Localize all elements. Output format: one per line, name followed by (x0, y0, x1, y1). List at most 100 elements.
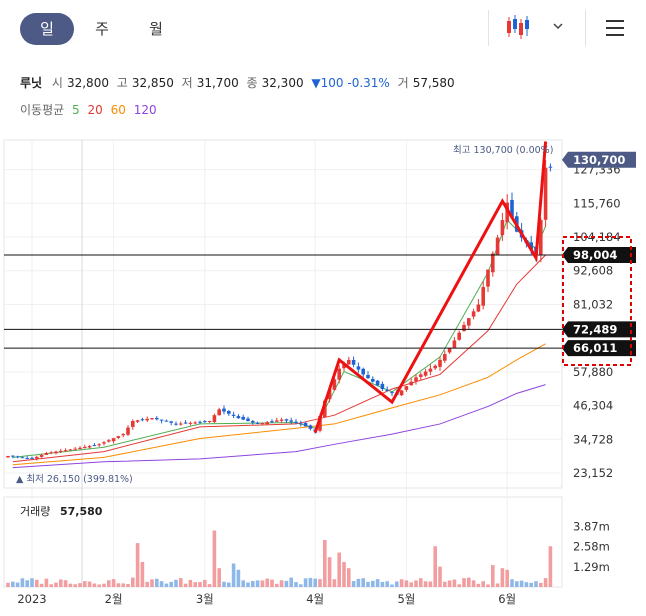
candle-body-103 (500, 220, 505, 236)
chevron-down-icon[interactable] (551, 18, 565, 32)
candle-body-8 (44, 453, 49, 455)
candle-body-97 (471, 311, 476, 317)
volume-bar-67 (327, 557, 332, 587)
volume-bar-34 (169, 581, 173, 587)
low-value: 31,700 (196, 76, 239, 90)
candle-body-37 (183, 422, 188, 424)
tab-daily[interactable]: 일 (20, 13, 74, 45)
candle-body-13 (68, 449, 73, 451)
volume-bar-53 (260, 580, 265, 587)
candle-body-99 (481, 287, 485, 306)
y-tick-label-2: 104,184 (573, 230, 621, 244)
volume-bar-10 (54, 582, 58, 587)
low-label: 저 (181, 76, 193, 90)
volume-bar-110 (534, 581, 538, 587)
candle-body-60 (294, 421, 298, 423)
candle-body-91 (443, 354, 447, 361)
hamburger-menu-icon[interactable] (604, 18, 626, 38)
ma-line-20 (12, 254, 546, 463)
candle-body-3 (20, 457, 25, 459)
x-tick-label-2: 3월 (196, 592, 214, 606)
volume-bar-36 (179, 578, 183, 587)
volume-bar-113 (548, 546, 553, 587)
volume-bar-107 (519, 580, 524, 587)
candle-body-82 (399, 390, 404, 396)
tab-weekly[interactable]: 주 (95, 20, 109, 38)
candle-body-11 (59, 450, 63, 452)
candle-body-5 (30, 457, 34, 459)
candle-body-62 (303, 422, 308, 427)
toolbar-divider-2 (585, 10, 586, 46)
candle-body-20 (102, 442, 106, 444)
volume-bar-63 (308, 577, 313, 587)
price-tag-bg-3 (562, 340, 636, 357)
candle-body-38 (188, 422, 193, 424)
volume-bar-66 (323, 539, 327, 587)
candle-body-88 (428, 368, 433, 372)
volume-bar-109 (529, 582, 533, 587)
volume-bar-2 (15, 582, 20, 587)
candle-body-93 (452, 340, 457, 348)
volume-bar-50 (246, 582, 250, 587)
candle-body-80 (390, 392, 394, 394)
volume-bar-46 (227, 582, 231, 587)
candle-body-55 (270, 421, 274, 423)
volume-bar-102 (495, 583, 500, 587)
candle-body-92 (447, 348, 452, 353)
y-tick-label-4: 81,032 (573, 297, 613, 311)
volume-bar-7 (39, 583, 44, 587)
candle-body-34 (169, 421, 173, 423)
volume-tick-label-1: 2.58m (573, 540, 610, 554)
candle-body-10 (54, 451, 58, 454)
volume-bar-39 (193, 582, 197, 587)
candle-body-113 (548, 166, 553, 168)
y-tick-label-6: 46,304 (573, 399, 613, 413)
candle-body-77 (375, 380, 380, 386)
open-label: 시 (51, 76, 63, 90)
y-tick-label-5: 57,880 (573, 365, 613, 379)
volume-bar-72 (351, 581, 356, 587)
candle-body-68 (332, 379, 337, 390)
chart-toolbar: 일 주 월 (0, 0, 646, 56)
candle-body-75 (366, 374, 370, 379)
candle-body-85 (414, 377, 418, 382)
volume-bar-23 (116, 583, 121, 587)
volume-bar-98 (476, 583, 481, 587)
ma-legend-20: 20 (87, 103, 103, 117)
candle-body-2 (15, 456, 20, 458)
volume-bar-4 (25, 580, 29, 587)
candle-body-79 (385, 389, 389, 391)
volume-bar-111 (539, 582, 543, 587)
candle-body-70 (342, 364, 346, 369)
y-tick-label-1: 115,760 (573, 196, 621, 210)
volume-bar-105 (510, 579, 514, 587)
candle-body-6 (35, 456, 39, 459)
volume-bar-12 (63, 580, 68, 587)
candle-body-76 (371, 378, 375, 382)
volume-bar-104 (505, 569, 509, 587)
volume-bar-60 (294, 582, 298, 587)
high-annotation: 최고 130,700 (0.00%) (453, 145, 553, 156)
ma-line-60 (12, 343, 546, 466)
candle-body-15 (78, 447, 82, 449)
candle-body-49 (241, 416, 245, 420)
volume-bar-37 (183, 583, 188, 587)
quote-summary: 루닛 시 32,800 고 32,850 저 31,700 종 32,300 ▼100 … (20, 74, 459, 91)
tab-monthly[interactable]: 월 (149, 20, 163, 38)
candle-body-109 (529, 242, 533, 250)
candle-body-65 (318, 415, 322, 431)
candlestick-icon[interactable] (505, 14, 531, 40)
candle-body-16 (83, 446, 87, 448)
candle-body-29 (145, 418, 149, 421)
volume-bar-18 (92, 583, 97, 587)
candle-body-47 (231, 414, 236, 416)
candle-body-63 (308, 425, 313, 429)
toolbar-divider (488, 10, 489, 46)
candle-body-58 (284, 419, 289, 421)
candle-body-67 (327, 389, 332, 400)
volume-bar-84 (409, 582, 413, 587)
volume-bar-99 (481, 581, 485, 587)
candle-body-31 (155, 417, 159, 420)
volume-bar-79 (385, 581, 389, 587)
